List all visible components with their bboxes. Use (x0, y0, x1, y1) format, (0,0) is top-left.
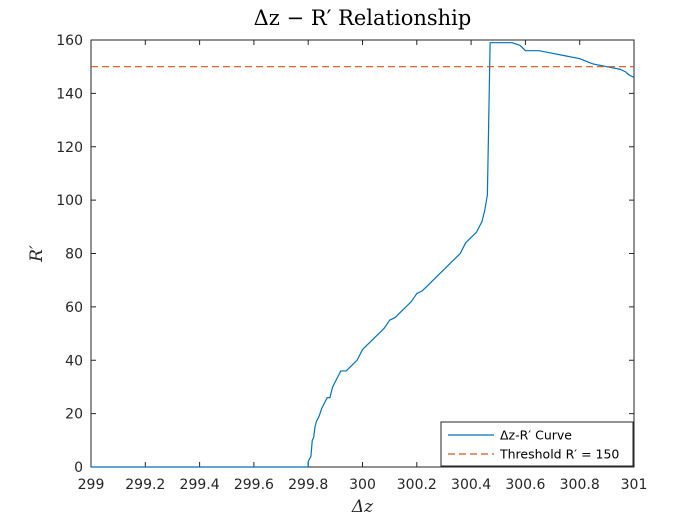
series-layer (91, 42, 635, 468)
legend-box (440, 421, 634, 467)
y-tick-label: 20 (65, 407, 83, 423)
legend: Δz-R′ Curve Threshold R′ = 150 (440, 421, 634, 467)
x-tick-label: 300.8 (560, 477, 600, 493)
x-tick-label: 299.8 (288, 477, 328, 493)
x-tick-label: 301 (621, 477, 648, 493)
x-tick-label: 299 (78, 477, 105, 493)
y-tick-label: 80 (65, 247, 83, 263)
y-tick-label: 60 (65, 300, 83, 316)
x-tick-label: 300.6 (505, 477, 545, 493)
axis-ticks: 299 299.2 299.4 299.6 299.8 300 300.2 300.4 300.… (56, 33, 647, 493)
x-tick-label: 300 (349, 477, 376, 493)
x-axis-label: Δz (351, 497, 374, 517)
x-tick-label: 300.4 (451, 477, 491, 493)
y-tick-label: 40 (65, 353, 83, 369)
x-tick-label: 300.2 (397, 477, 437, 493)
y-tick-label: 0 (74, 460, 83, 476)
x-tick-label: 299.6 (234, 477, 274, 493)
legend-label-curve: Δz-R′ Curve (500, 428, 572, 443)
x-tick-label: 299.2 (125, 477, 165, 493)
x-tick-label: 299.4 (180, 477, 220, 493)
y-tick-label: 120 (56, 140, 83, 156)
series-line-curve (91, 42, 635, 468)
plot-area (90, 39, 635, 468)
y-tick-label: 160 (56, 33, 83, 49)
chart-title: Δz − R′ Relationship (254, 6, 472, 30)
y-tick-label: 100 (56, 193, 83, 209)
y-tick-label: 140 (56, 86, 83, 102)
legend-label-threshold: Threshold R′ = 150 (499, 447, 619, 462)
y-axis-label: R′ (27, 245, 47, 263)
